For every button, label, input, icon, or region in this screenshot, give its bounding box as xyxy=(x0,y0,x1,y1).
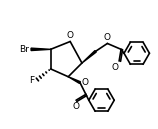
Polygon shape xyxy=(68,77,80,83)
Text: Br: Br xyxy=(19,45,29,54)
Text: O: O xyxy=(104,33,111,42)
Text: O: O xyxy=(111,63,118,72)
Text: O: O xyxy=(67,31,74,40)
Text: O: O xyxy=(81,78,88,87)
Text: O: O xyxy=(73,102,80,111)
Polygon shape xyxy=(31,48,51,51)
Text: F: F xyxy=(29,76,34,85)
Polygon shape xyxy=(82,51,96,63)
